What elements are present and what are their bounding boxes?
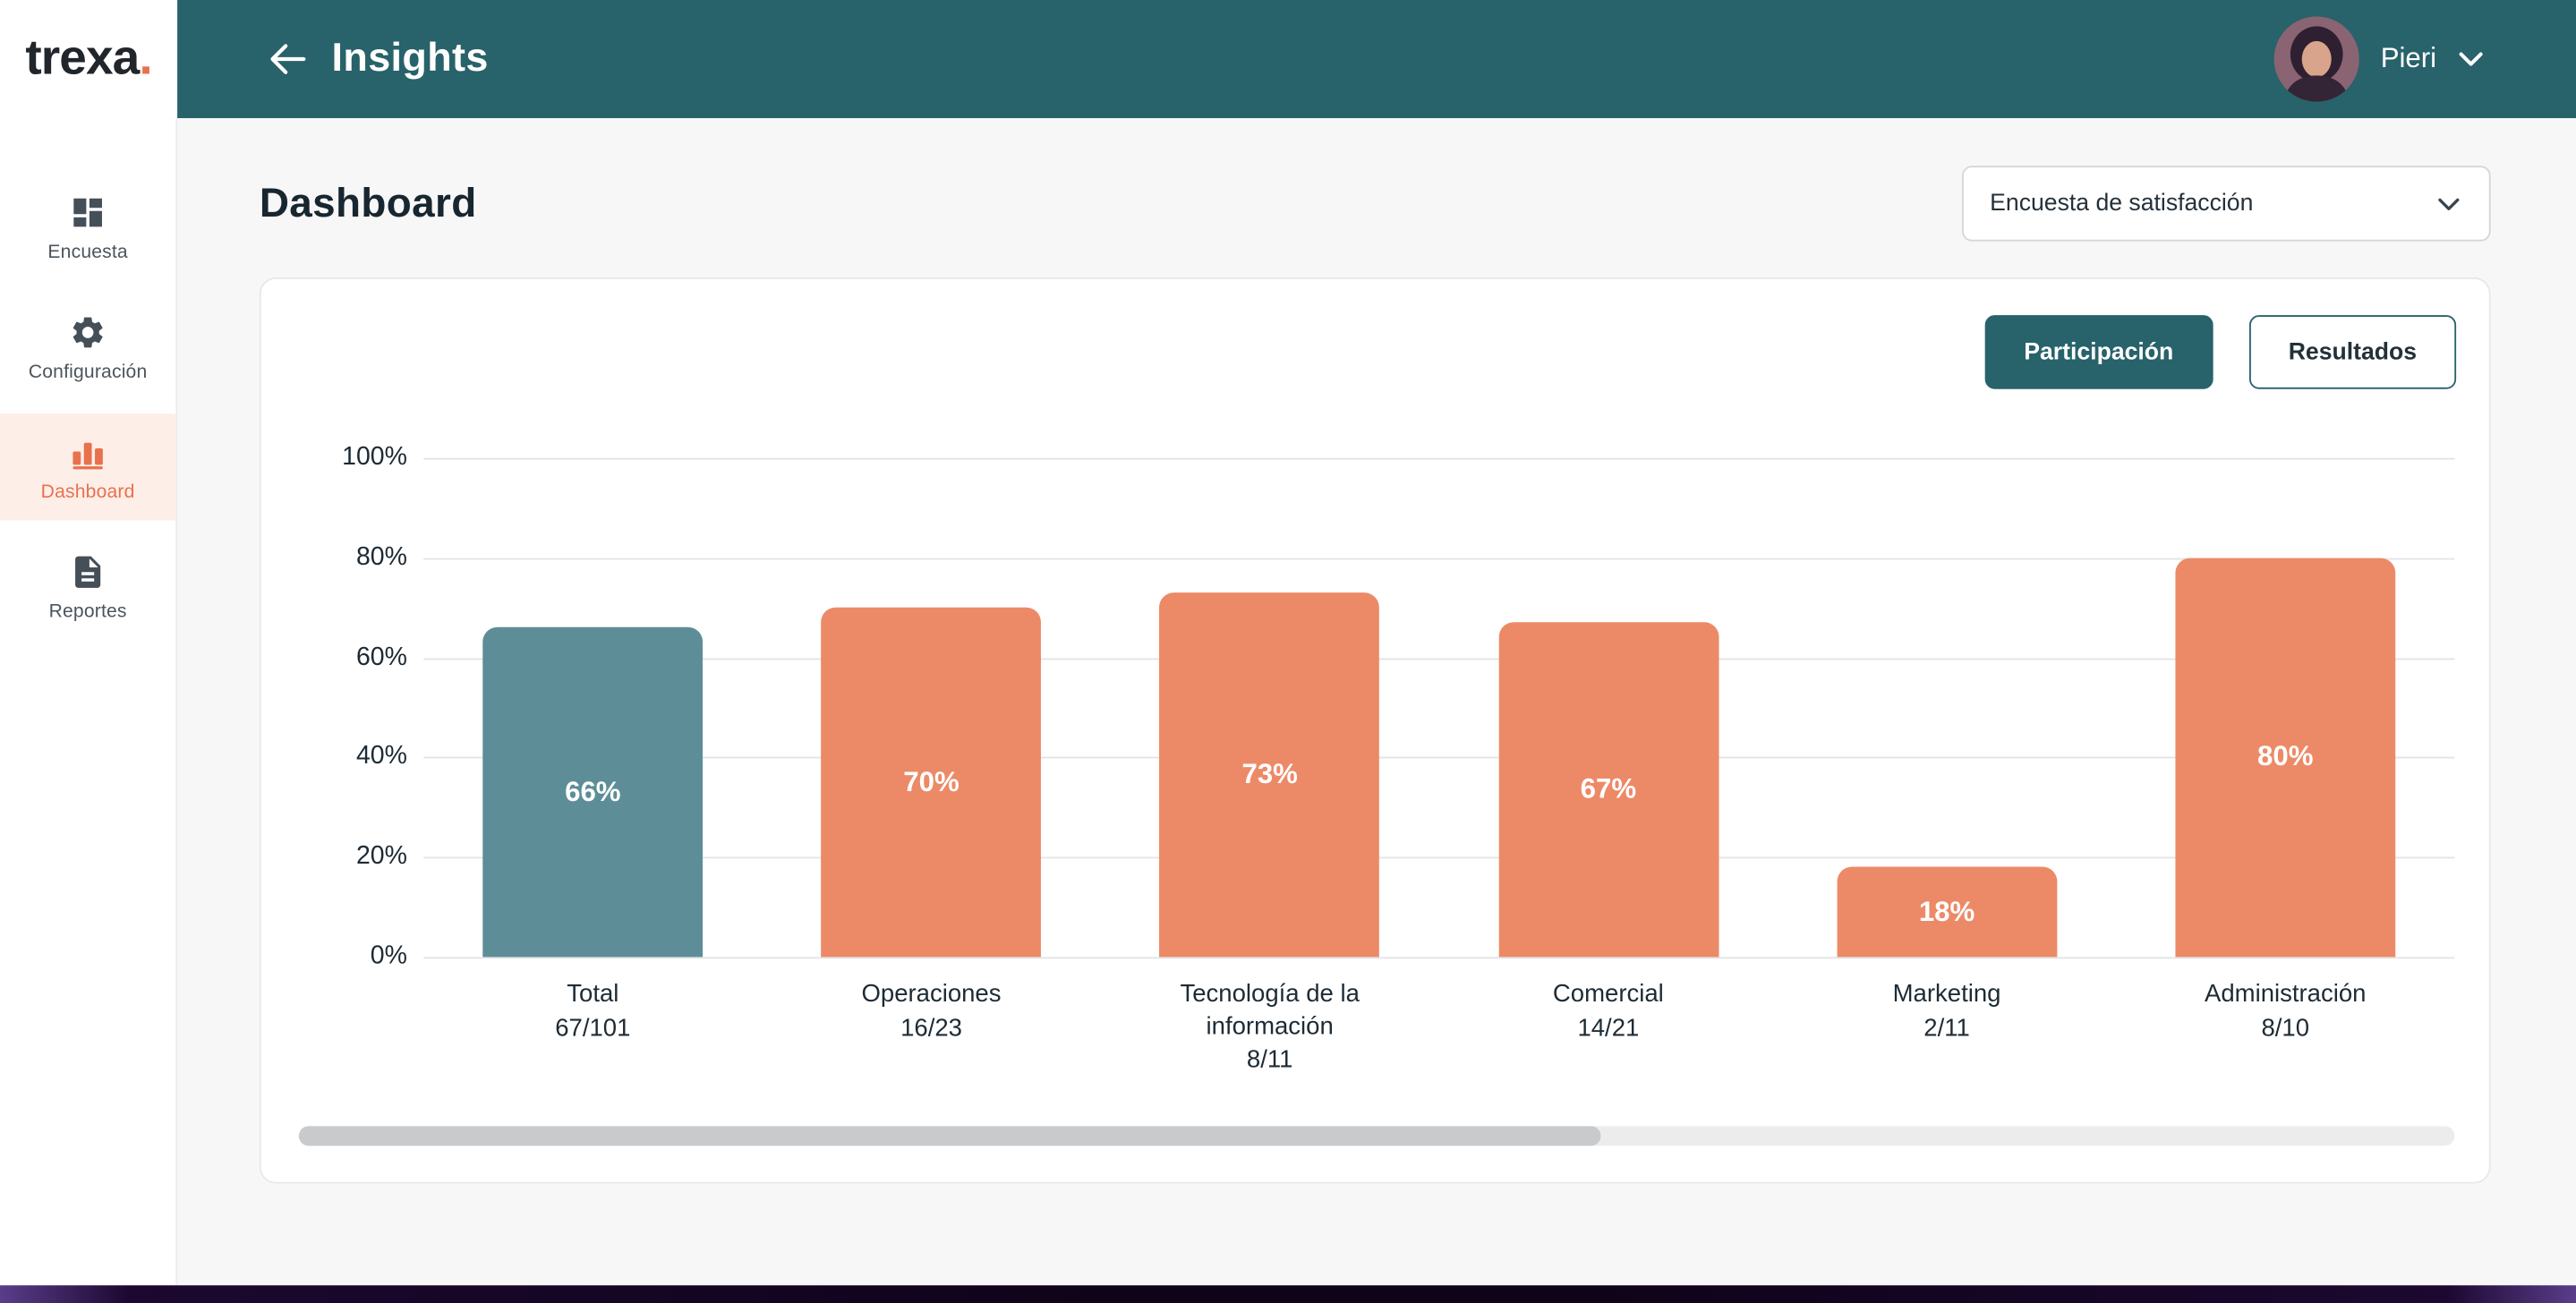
bar[interactable]: 80% [2175,558,2396,958]
gridline [423,558,2455,560]
page-header: Dashboard Encuesta de satisfacción [259,166,2491,242]
report-icon [75,556,101,588]
bar-value-label: 67% [1580,773,1637,805]
participation-tab[interactable]: Participación [1984,315,2213,389]
bar-column: 73% [1101,458,1439,958]
bottom-edge [0,1285,2576,1303]
category-fraction: 8/10 [2261,1013,2310,1042]
bar-value-label: 66% [565,776,621,807]
bar-column: 80% [2116,458,2454,958]
category-name: Comercial [1552,980,1664,1009]
category-fraction: 2/11 [1923,1013,1970,1042]
bar-value-label: 70% [903,765,960,797]
x-axis-label: Comercial 14/21 [1439,978,1778,1076]
gridline [423,657,2455,660]
x-axis-label: Total 67/101 [423,978,762,1076]
x-axis-label: Operaciones 16/23 [762,978,1100,1076]
sidebar-item-configuracion[interactable]: Configuración [0,294,175,400]
bar-column: 70% [762,458,1100,958]
bar-chart-icon [73,442,103,470]
bar-chart: 100% 80% 60% 40% 20% 0% 66% 70% 73% 67% 18% 80% [261,443,2489,970]
back-arrow-icon [270,44,306,74]
category-fraction: 8/11 [1246,1045,1293,1074]
back-button[interactable] [264,36,310,81]
chevron-down-icon [2459,52,2483,66]
sidebar-item-label: Configuración [28,362,148,383]
sidebar-item-label: Reportes [48,602,127,623]
bar[interactable]: 66% [482,627,704,958]
plot-area: 66% 70% 73% 67% 18% 80% [423,457,2455,959]
category-name: Operaciones [861,980,1002,1009]
bar[interactable]: 73% [1159,592,1380,958]
x-axis-labels: Total 67/101 Operaciones 16/23 Tecnología de… [423,978,2489,1076]
page-title: Dashboard [259,179,477,226]
x-axis-label: Marketing 2/11 [1778,978,2116,1076]
gridline [423,856,2455,859]
category-name: Administración [2205,980,2367,1009]
sidebar-item-encuesta[interactable]: Encuesta [0,174,175,280]
bar[interactable]: 67% [1497,622,1719,958]
gridline [423,457,2455,460]
gridline [423,757,2455,760]
chart-card: Participación Resultados 100% 80% 60% 40% 20… [259,277,2491,1183]
sidebar-item-label: Encuesta [47,243,128,263]
y-axis-tick: 40% [355,742,407,771]
x-axis-label: Administración 8/10 [2116,978,2454,1076]
bar-value-label: 73% [1241,758,1298,790]
sidebar-item-label: Dashboard [40,482,135,503]
user-name: Pieri [2380,42,2437,74]
y-axis-tick: 20% [355,842,407,871]
y-axis-tick: 80% [355,542,407,571]
bar-column: 18% [1778,458,2116,958]
bar-value-label: 80% [2257,741,2314,772]
category-fraction: 67/101 [555,1013,631,1042]
sidebar: Encuesta Configuración Dashboard Reporte… [0,118,178,1286]
category-fraction: 16/23 [900,1013,962,1042]
app-logo[interactable]: trexa. [0,0,178,119]
bar[interactable]: 70% [821,608,1042,958]
header-title: Insights [331,36,489,81]
results-tab[interactable]: Resultados [2248,315,2457,389]
main-content: Dashboard Encuesta de satisfacción Parti… [178,118,2576,1286]
x-axis-label: Tecnología de la información 8/11 [1101,978,1439,1076]
survey-grid-icon [73,198,102,227]
bar-value-label: 18% [1918,895,1975,927]
bar-column: 67% [1439,458,1778,958]
y-axis-tick: 100% [342,443,407,472]
user-menu[interactable]: Pieri [2273,16,2576,102]
category-name: Tecnología de la información [1180,980,1360,1041]
y-axis-tick: 0% [370,941,407,971]
y-axis-tick: 60% [355,643,407,671]
y-axis: 100% 80% 60% 40% 20% 0% [261,443,424,970]
sidebar-item-reportes[interactable]: Reportes [0,533,175,640]
chevron-down-icon [2438,197,2460,210]
sidebar-item-dashboard[interactable]: Dashboard [0,413,176,521]
scrollbar-thumb[interactable] [298,1125,1601,1145]
survey-select-value: Encuesta de satisfacción [1990,190,2254,217]
category-name: Marketing [1892,980,2001,1009]
logo-dot: . [139,30,152,86]
top-bar: trexa. Insights Pieri [0,0,2576,119]
category-name: Total [567,980,619,1009]
horizontal-scrollbar[interactable] [298,1125,2455,1145]
user-avatar[interactable] [2273,16,2359,102]
bars: 66% 70% 73% 67% 18% 80% [423,458,2454,958]
category-fraction: 14/21 [1577,1013,1640,1042]
gridline [423,957,2455,959]
survey-select[interactable]: Encuesta de satisfacción [1961,166,2491,242]
bar-column: 66% [423,458,762,958]
view-toggle: Participación Resultados [261,315,2457,389]
logo-text: trexa [25,30,140,86]
gear-icon [73,317,103,348]
bar[interactable]: 18% [1837,867,2057,958]
